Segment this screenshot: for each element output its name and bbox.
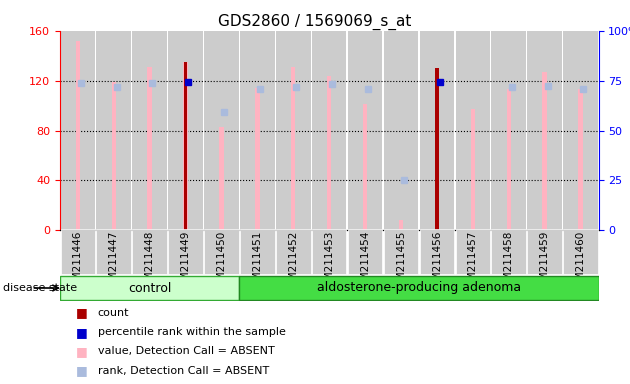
FancyBboxPatch shape xyxy=(60,276,239,300)
Bar xyxy=(578,89,583,230)
Text: aldosterone-producing adenoma: aldosterone-producing adenoma xyxy=(317,281,521,295)
FancyBboxPatch shape xyxy=(384,229,418,274)
FancyBboxPatch shape xyxy=(96,229,131,274)
Text: GSM211446: GSM211446 xyxy=(73,231,83,294)
Bar xyxy=(276,31,311,230)
Bar xyxy=(399,220,403,230)
FancyBboxPatch shape xyxy=(491,229,526,274)
Text: value, Detection Call = ABSENT: value, Detection Call = ABSENT xyxy=(98,346,275,356)
Bar xyxy=(363,104,367,230)
Text: GSM211456: GSM211456 xyxy=(432,231,442,294)
Text: GSM211459: GSM211459 xyxy=(540,231,549,294)
Text: control: control xyxy=(128,281,171,295)
Text: GSM211453: GSM211453 xyxy=(324,231,334,294)
Bar xyxy=(183,62,188,230)
Bar xyxy=(542,72,547,230)
FancyBboxPatch shape xyxy=(455,229,490,274)
Text: ■: ■ xyxy=(76,345,88,358)
FancyBboxPatch shape xyxy=(312,229,347,274)
Text: GSM211458: GSM211458 xyxy=(504,231,513,294)
Text: rank, Detection Call = ABSENT: rank, Detection Call = ABSENT xyxy=(98,366,269,376)
Bar xyxy=(312,31,347,230)
FancyBboxPatch shape xyxy=(563,229,598,274)
FancyBboxPatch shape xyxy=(240,229,275,274)
Bar xyxy=(471,109,475,230)
Bar xyxy=(255,88,260,230)
FancyBboxPatch shape xyxy=(204,229,239,274)
Text: GSM211447: GSM211447 xyxy=(109,231,118,294)
Bar xyxy=(435,68,438,230)
FancyBboxPatch shape xyxy=(132,229,167,274)
Bar xyxy=(204,31,239,230)
Bar xyxy=(491,31,526,230)
FancyBboxPatch shape xyxy=(168,229,203,274)
Bar xyxy=(76,41,80,230)
Text: GSM211450: GSM211450 xyxy=(217,231,226,294)
Bar xyxy=(507,89,511,230)
Text: GSM211457: GSM211457 xyxy=(468,231,478,294)
Text: GSM211454: GSM211454 xyxy=(360,231,370,294)
Bar xyxy=(147,67,152,230)
Bar xyxy=(184,62,187,230)
Text: GSM211448: GSM211448 xyxy=(145,231,154,294)
Text: count: count xyxy=(98,308,129,318)
Bar xyxy=(455,31,490,230)
Bar xyxy=(132,31,167,230)
Bar xyxy=(563,31,598,230)
Bar xyxy=(348,31,382,230)
Bar xyxy=(384,31,418,230)
Bar xyxy=(219,127,224,230)
Text: GSM211452: GSM211452 xyxy=(289,231,298,294)
Bar xyxy=(60,31,95,230)
FancyBboxPatch shape xyxy=(348,229,382,274)
FancyBboxPatch shape xyxy=(527,229,562,274)
Text: GSM211455: GSM211455 xyxy=(396,231,406,294)
Bar xyxy=(291,67,295,230)
Bar xyxy=(435,68,439,230)
Bar xyxy=(240,31,275,230)
Bar xyxy=(420,31,454,230)
Text: percentile rank within the sample: percentile rank within the sample xyxy=(98,327,285,337)
Text: disease state: disease state xyxy=(3,283,77,293)
FancyBboxPatch shape xyxy=(276,229,311,274)
Bar xyxy=(527,31,562,230)
Bar xyxy=(112,82,116,230)
Text: GSM211449: GSM211449 xyxy=(181,231,190,294)
FancyBboxPatch shape xyxy=(239,276,598,300)
FancyBboxPatch shape xyxy=(60,229,95,274)
Bar xyxy=(327,76,331,230)
Text: GSM211460: GSM211460 xyxy=(576,231,585,294)
Text: GDS2860 / 1569069_s_at: GDS2860 / 1569069_s_at xyxy=(219,13,411,30)
Text: ■: ■ xyxy=(76,326,88,339)
Text: ■: ■ xyxy=(76,306,88,319)
Bar xyxy=(96,31,131,230)
FancyBboxPatch shape xyxy=(420,229,454,274)
Text: GSM211451: GSM211451 xyxy=(253,231,262,294)
Text: ■: ■ xyxy=(76,364,88,377)
Bar xyxy=(168,31,203,230)
